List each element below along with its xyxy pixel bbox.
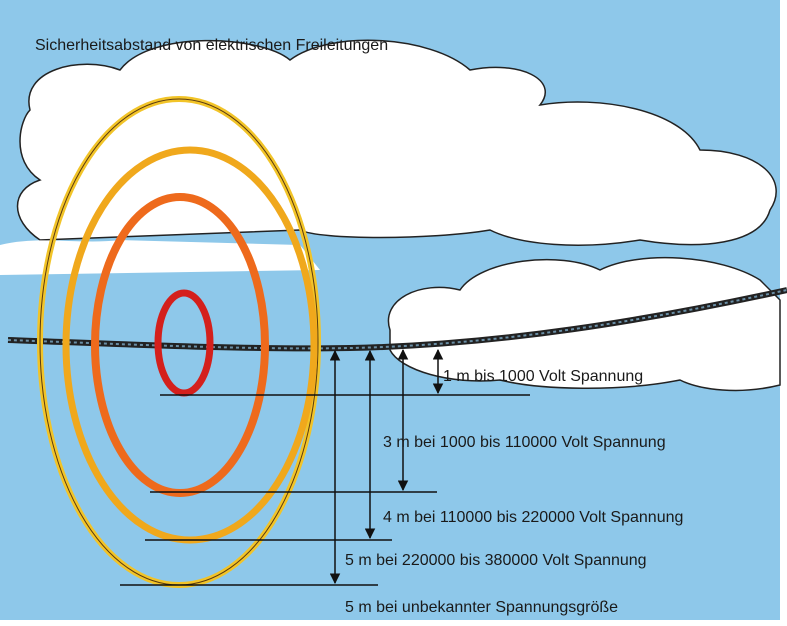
label: 4 m bei 110000 bis 220000 Volt Spannung (383, 509, 683, 526)
label: 3 m bei 1000 bis 110000 Volt Spannung (383, 434, 666, 451)
title: Sicherheitsabstand von elektrischen Frei… (35, 37, 388, 54)
diagram: Sicherheitsabstand von elektrischen Frei… (0, 0, 787, 626)
label: 5 m bei 220000 bis 380000 Volt Spannung (345, 552, 647, 569)
label: 1 m bis 1000 Volt Spannung (443, 368, 643, 385)
label: 5 m bei unbekannter Spannungsgröße (345, 599, 618, 616)
